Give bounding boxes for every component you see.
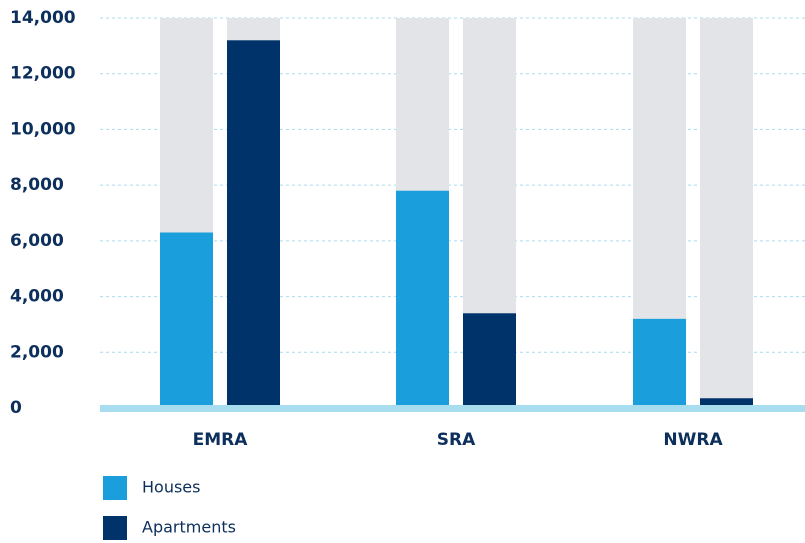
y-tick-label: 14,000 — [10, 8, 76, 28]
x-tick-label: EMRA — [193, 430, 249, 450]
bar — [463, 313, 516, 408]
bar-track — [700, 18, 753, 408]
x-tick-label: NWRA — [663, 430, 723, 450]
legend-label: Houses — [142, 478, 200, 497]
y-tick-label: 4,000 — [10, 287, 64, 307]
legend-label: Apartments — [142, 518, 236, 537]
y-tick-label: 0 — [10, 398, 22, 418]
legend-swatch — [103, 516, 127, 540]
legend-swatch — [103, 476, 127, 500]
y-tick-label: 2,000 — [10, 342, 64, 362]
y-tick-label: 8,000 — [10, 175, 64, 195]
y-tick-label: 6,000 — [10, 231, 64, 251]
y-tick-label: 10,000 — [10, 119, 76, 139]
y-tick-label: 12,000 — [10, 64, 76, 84]
bar — [700, 398, 753, 408]
baseline — [100, 405, 805, 412]
bar — [227, 40, 280, 409]
x-tick-label: SRA — [437, 430, 476, 450]
bar — [633, 318, 686, 408]
bar — [396, 190, 449, 408]
bar — [160, 232, 213, 408]
